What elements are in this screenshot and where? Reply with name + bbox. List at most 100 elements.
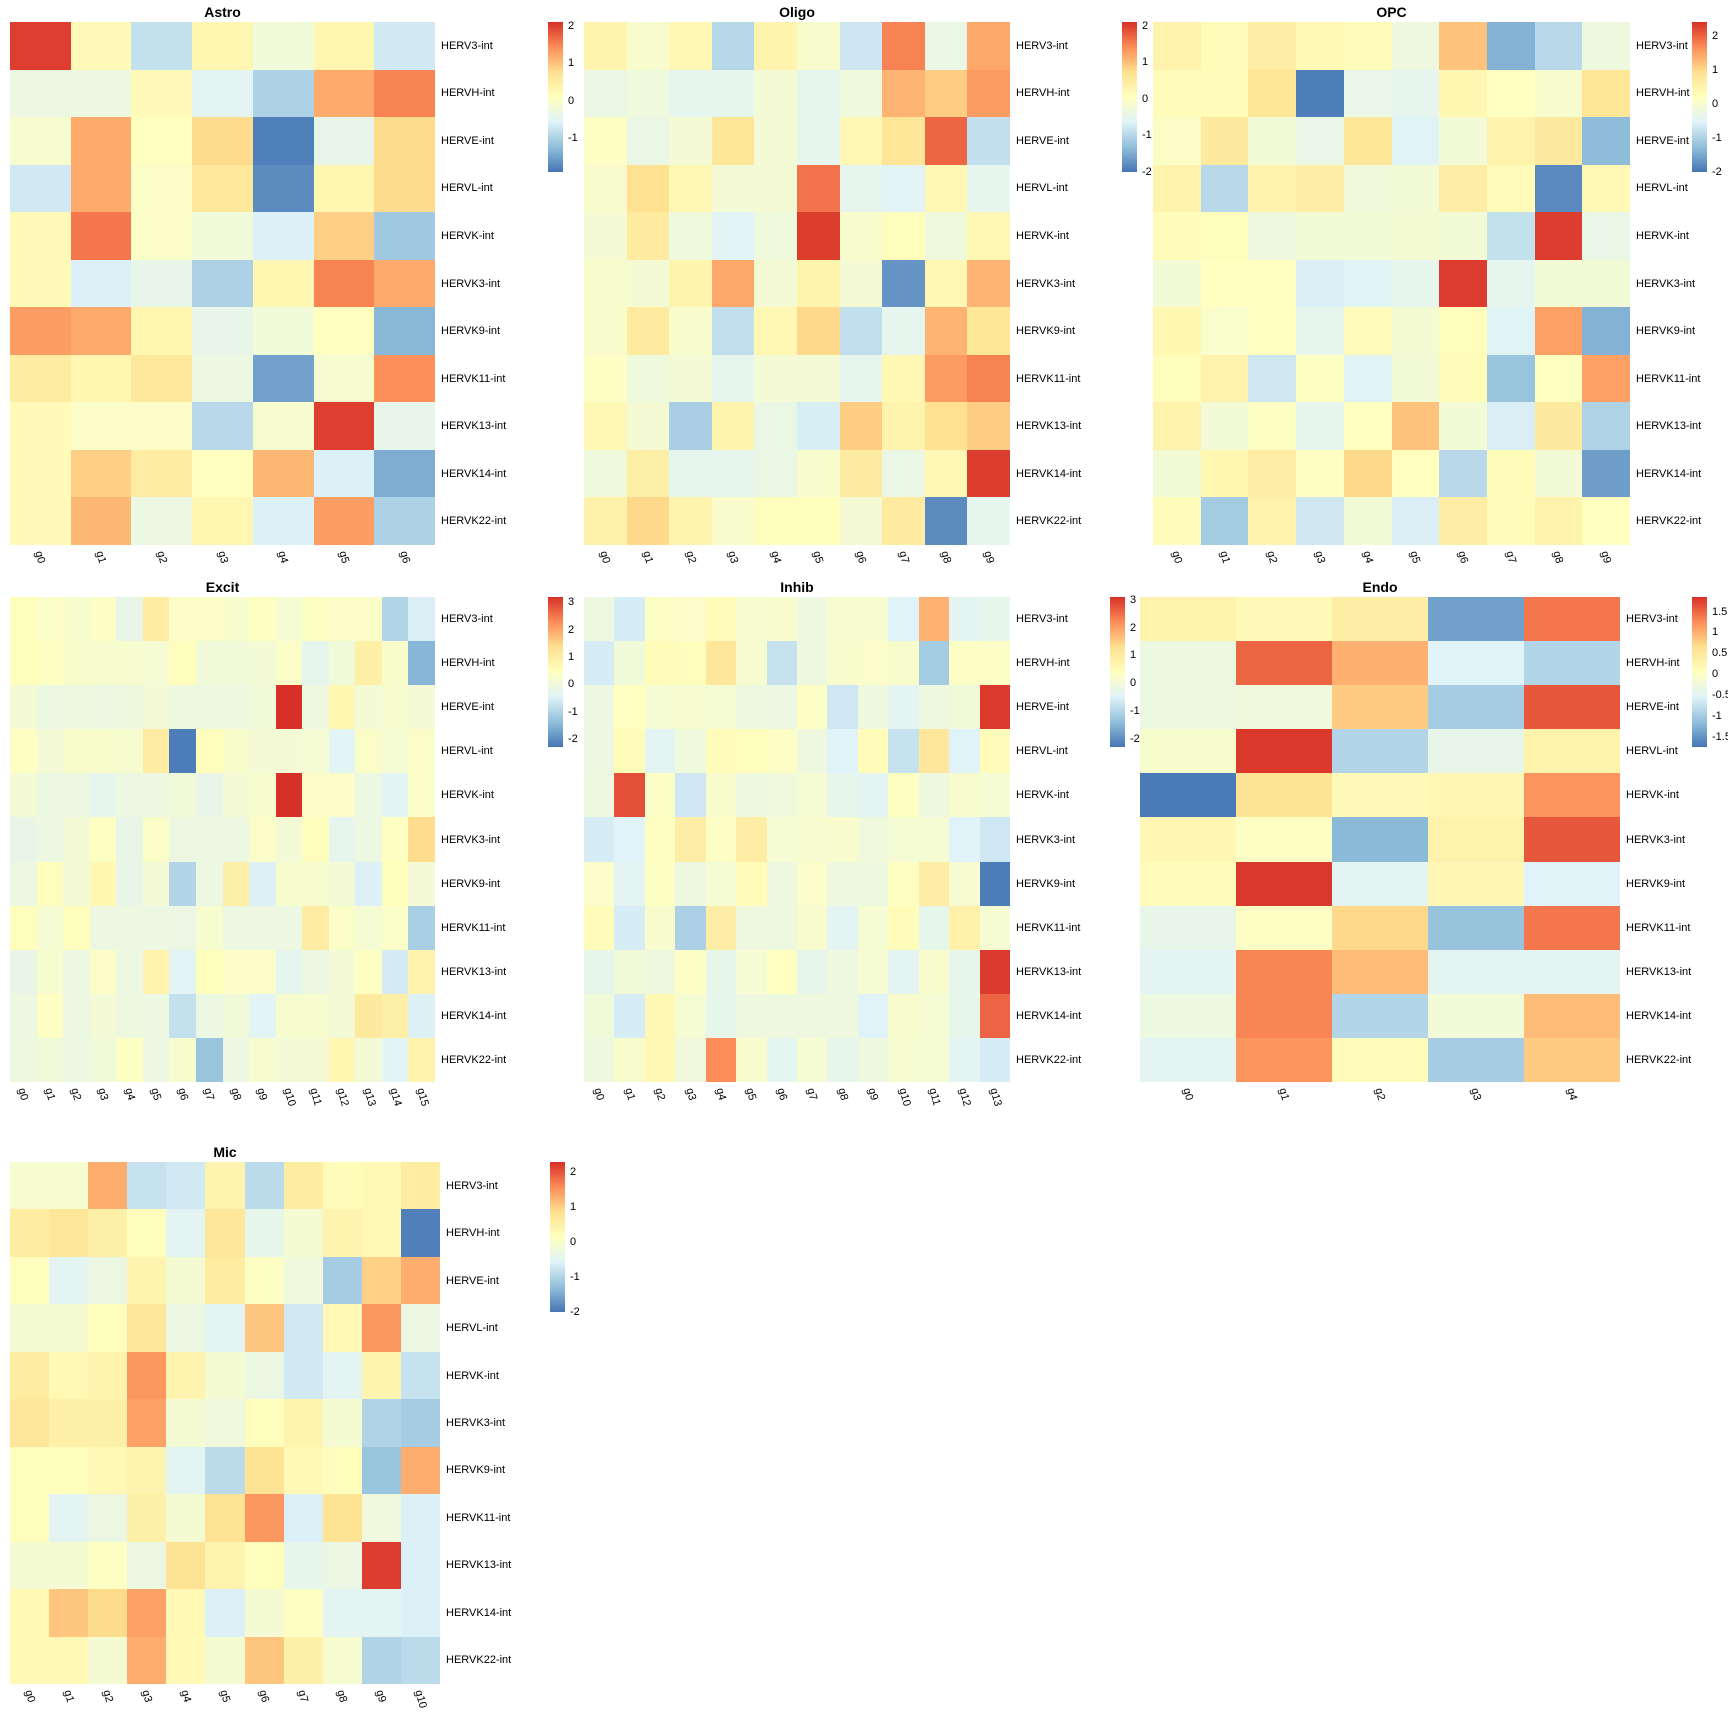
heatmap-cell: [131, 69, 193, 118]
heatmap-cell: [70, 354, 132, 403]
heatmap-cell: [249, 773, 276, 818]
heatmap-cell: [252, 497, 314, 545]
heatmap-cell: [705, 949, 737, 994]
heatmap-cell: [827, 641, 858, 686]
heatmap-cell: [918, 817, 950, 862]
heatmap-cell: [967, 69, 1010, 118]
heatmap-cell: [1343, 22, 1392, 70]
heatmap-cell: [10, 1399, 50, 1447]
colorbar-tick-label: 1: [1712, 63, 1719, 76]
heatmap-cell: [381, 773, 409, 818]
heatmap-cell: [675, 993, 706, 1038]
heatmap-cell: [736, 597, 767, 642]
heatmap-cell: [205, 1256, 245, 1305]
heatmap-cell: [888, 641, 919, 686]
col-label: g2: [682, 549, 698, 565]
heatmap-cell: [1153, 307, 1201, 355]
heatmap-cell: [244, 1589, 284, 1637]
heatmap-cell: [888, 729, 919, 774]
heatmap-cell: [644, 817, 676, 862]
heatmap-cell: [192, 354, 253, 403]
heatmap-cell: [1428, 861, 1524, 906]
heatmap-cell: [1428, 993, 1524, 1038]
heatmap-cell: [381, 597, 409, 642]
heatmap-cell: [400, 1256, 440, 1305]
heatmap-cell: [1428, 817, 1524, 862]
heatmap-cell: [328, 685, 356, 730]
heatmap-cell: [205, 1162, 245, 1210]
heatmap-cell: [89, 993, 117, 1038]
heatmap-cell: [1343, 449, 1392, 498]
heatmap-cell: [205, 1636, 245, 1684]
heatmap-cell: [669, 449, 712, 498]
heatmap-cell: [374, 164, 435, 213]
heatmap-cell: [313, 22, 375, 70]
heatmap-cell: [766, 729, 797, 774]
heatmap-cell: [1248, 259, 1297, 308]
heatmap-cell: [736, 905, 767, 950]
heatmap-cell: [328, 949, 356, 994]
heatmap-cell: [252, 307, 314, 355]
col-label: g5: [1407, 549, 1423, 565]
heatmap-cell: [249, 1037, 276, 1082]
heatmap-cell: [205, 1446, 245, 1495]
heatmap-cell: [1486, 212, 1535, 260]
heatmap-cell: [70, 212, 132, 260]
heatmap-cell: [408, 905, 435, 950]
heatmap-cell: [669, 212, 712, 260]
heatmap-cell: [675, 1037, 706, 1082]
col-label: g6: [175, 1086, 190, 1102]
heatmap-cell: [584, 259, 627, 308]
col-label: g11: [926, 1086, 943, 1107]
heatmap-cell: [131, 402, 193, 450]
heatmap-cell: [10, 905, 37, 950]
heatmap-cell: [882, 497, 925, 545]
heatmap-cell: [711, 69, 755, 118]
row-label: HERVE-int: [1016, 701, 1069, 714]
heatmap-cell: [1296, 354, 1344, 403]
row-label: HERVK14-int: [441, 1009, 507, 1022]
col-label: g8: [938, 549, 954, 565]
heatmap-cell: [127, 1256, 167, 1305]
row-label: HERVK13-int: [1626, 965, 1692, 978]
heatmap-cell: [1534, 497, 1583, 545]
heatmap-cell: [1248, 402, 1297, 450]
colorbar-tick-label: 1: [1712, 626, 1719, 639]
heatmap-cell: [754, 307, 797, 355]
heatmap-cell: [979, 949, 1010, 994]
heatmap-cell: [924, 69, 968, 118]
heatmap-cell: [381, 861, 409, 906]
colorbar-tick-label: 1: [570, 1201, 577, 1214]
heatmap-cell: [63, 685, 90, 730]
col-label: g12: [956, 1086, 974, 1108]
heatmap-cell: [275, 773, 303, 818]
heatmap-cell: [1343, 69, 1392, 118]
heatmap-cell: [408, 817, 435, 862]
heatmap-cell: [1200, 497, 1249, 545]
heatmap-cell: [924, 212, 968, 260]
colorbar-tick-label: 0.5: [1712, 647, 1728, 660]
col-label: g8: [1550, 549, 1566, 565]
heatmap-cell: [283, 1399, 323, 1447]
heatmap-cell: [192, 69, 253, 118]
heatmap-cell: [979, 597, 1010, 642]
heatmap-cell: [1428, 773, 1524, 818]
row-label: HERVK13-int: [441, 420, 507, 433]
heatmap-cell: [766, 861, 797, 906]
row-label: HERVK9-int: [441, 325, 501, 338]
heatmap-cell: [116, 993, 143, 1038]
heatmap-cell: [89, 905, 117, 950]
col-label: g4: [1564, 1086, 1580, 1102]
heatmap-cell: [142, 597, 170, 642]
heatmap-cell: [70, 307, 132, 355]
heatmap-cell: [1332, 949, 1428, 994]
heatmap-cell: [1332, 905, 1428, 950]
row-label: HERVK9-int: [1016, 325, 1076, 338]
col-label: g3: [214, 549, 230, 565]
heatmap-cell: [1534, 307, 1583, 355]
heatmap-cell: [10, 354, 71, 403]
col-label: g12: [334, 1086, 351, 1108]
heatmap-cell: [328, 597, 356, 642]
heatmap-cell: [918, 685, 950, 730]
heatmap-cell: [70, 402, 132, 450]
